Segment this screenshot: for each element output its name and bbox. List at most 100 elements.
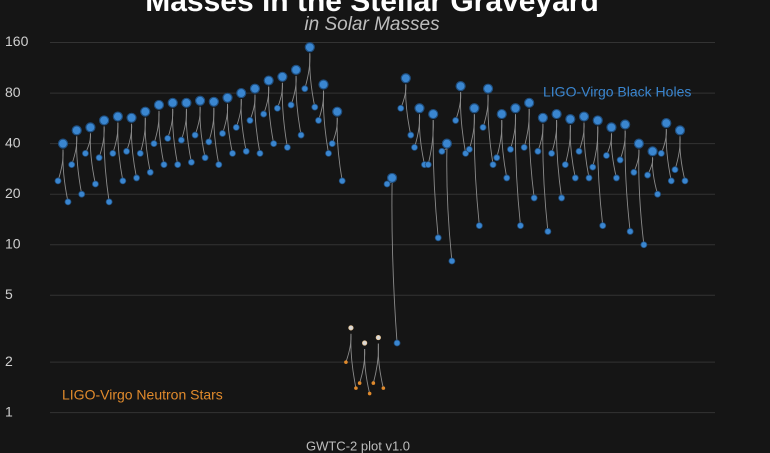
merger-arrow <box>144 117 151 173</box>
merger-arrow <box>391 183 398 344</box>
remnant-mass <box>496 108 507 120</box>
merger-arrow <box>432 120 439 238</box>
merger-arrow <box>199 106 206 158</box>
remnant-mass <box>620 119 631 130</box>
merger-arrow <box>638 149 645 245</box>
merger-arrow <box>158 110 165 165</box>
merger-arrow <box>418 114 425 165</box>
y-tick-label: 160 <box>5 33 29 49</box>
component-mass <box>383 180 391 188</box>
component-mass <box>325 149 332 157</box>
merger-arrow <box>528 108 535 198</box>
merger-arrow <box>126 123 133 152</box>
remnant-mass <box>455 81 466 92</box>
component-mass <box>561 161 569 169</box>
merger-arrow <box>660 129 667 154</box>
merger-arrow <box>624 130 631 232</box>
legend-label: LIGO-Virgo Neutron Stars <box>62 387 223 403</box>
component-mass <box>616 156 624 164</box>
remnant-mass <box>441 138 453 149</box>
component-mass <box>544 228 552 235</box>
component-mass <box>164 134 172 142</box>
merger-arrow <box>103 126 110 202</box>
remnant-mass <box>510 103 521 114</box>
remnant-mass <box>578 111 590 122</box>
component-mass <box>191 131 199 139</box>
component-mass <box>534 147 542 155</box>
component-mass <box>287 101 295 109</box>
component-mass <box>283 143 291 151</box>
component-mass <box>232 123 240 131</box>
merger-arrow <box>57 149 64 182</box>
merger-arrow <box>556 120 563 198</box>
component-mass <box>479 123 487 131</box>
remnant-mass <box>674 125 686 136</box>
component-mass <box>92 180 99 188</box>
y-tick-label: 10 <box>5 235 21 251</box>
component-mass <box>150 140 158 148</box>
component-mass <box>411 143 418 151</box>
remnant-mass <box>112 111 123 122</box>
merger-arrow <box>569 125 576 179</box>
component-mass <box>109 149 117 157</box>
component-mass <box>187 158 195 166</box>
component-mass <box>219 130 226 137</box>
component-mass <box>393 339 401 347</box>
component-mass <box>136 149 144 157</box>
remnant-mass <box>386 172 398 184</box>
component-mass <box>603 152 610 159</box>
remnant-mass <box>263 75 274 86</box>
merger-arrow <box>263 86 270 115</box>
merger-arrow <box>130 123 137 179</box>
y-tick-label: 40 <box>5 134 21 150</box>
merger-arrow <box>400 84 407 109</box>
merger-arrow <box>254 94 261 154</box>
merger-arrow <box>318 90 325 121</box>
remnant-mass <box>400 73 411 84</box>
merger-arrow <box>583 122 590 179</box>
component-mass <box>174 161 182 169</box>
merger-arrow <box>610 133 617 179</box>
remnant-mass <box>428 108 439 120</box>
remnant-mass <box>565 113 576 125</box>
component-mass <box>357 381 362 385</box>
remnant-mass <box>153 99 165 111</box>
remnant-mass <box>348 325 354 331</box>
component-mass <box>424 161 432 169</box>
remnant-mass <box>647 146 658 157</box>
y-tick-label: 20 <box>5 185 21 201</box>
component-mass <box>493 154 501 162</box>
merger-arrow <box>674 136 681 170</box>
remnant-mass <box>71 125 82 136</box>
merger-arrow <box>606 133 613 156</box>
component-mass <box>354 386 358 390</box>
merger-arrow <box>62 149 69 202</box>
component-mass <box>640 241 648 249</box>
merger-arrow <box>290 75 297 106</box>
merger-arrow <box>665 129 672 181</box>
component-mass <box>119 177 127 185</box>
merger-arrow <box>336 117 343 181</box>
y-tick-label: 1 <box>5 403 13 419</box>
component-mass <box>64 198 72 206</box>
merger-arrow <box>501 120 508 179</box>
component-mass <box>371 381 376 385</box>
component-mass <box>201 154 209 162</box>
chart-title: Masses in the Stellar Graveyard <box>145 0 599 18</box>
component-mass <box>273 104 281 112</box>
merger-arrow <box>185 108 192 163</box>
component-mass <box>133 174 140 182</box>
component-mass <box>177 136 185 144</box>
merger-arrow <box>276 82 283 109</box>
remnant-mass <box>126 112 137 123</box>
merger-arrow <box>542 123 549 232</box>
merger-arrow <box>350 333 357 389</box>
component-mass <box>242 147 250 155</box>
remnant-mass <box>222 92 233 103</box>
merger-arrow <box>619 130 626 161</box>
merger-arrow <box>345 333 352 363</box>
component-mass <box>229 149 236 157</box>
component-mass <box>630 168 638 176</box>
component-mass <box>367 391 372 396</box>
component-mass <box>589 163 597 171</box>
